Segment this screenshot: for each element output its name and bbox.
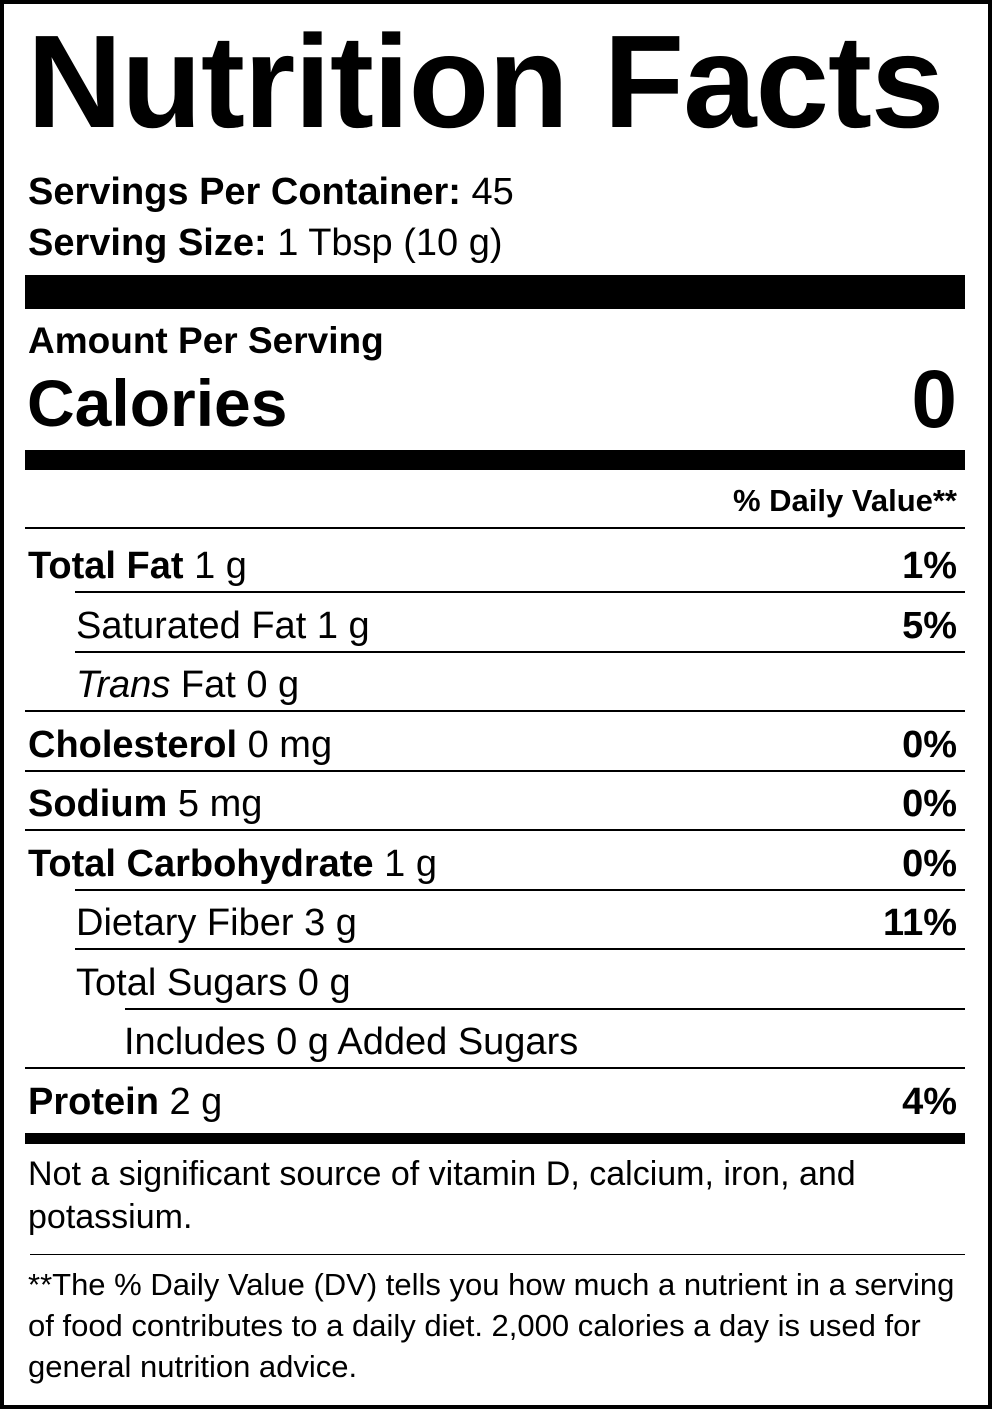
nutrient-amount: 1 g	[316, 604, 370, 647]
nutrient-name: Total Fat	[28, 545, 184, 587]
nutrient-amount: 3 g	[304, 902, 357, 944]
nutrient-label: Cholesterol 0 mg	[28, 724, 332, 767]
label-title: Nutrition Facts	[27, 8, 944, 155]
divider	[25, 527, 965, 529]
nutrient-italic-prefix: Trans	[76, 664, 171, 706]
nutrient-label: Total Fat 1 g	[28, 545, 247, 588]
nutrient-daily-value: 1%	[902, 545, 957, 587]
nutrient-name: Dietary Fiber	[76, 902, 294, 944]
nutrient-daily-value: 0%	[902, 723, 957, 766]
nutrient-amount: 1 g	[384, 842, 437, 885]
thick-divider	[25, 450, 965, 470]
nutrient-name: Includes 0 g Added Sugars	[124, 1021, 579, 1063]
nutrient-name: Sodium	[28, 783, 168, 825]
not-significant-note: Not a significant source of vitamin D, c…	[28, 1155, 856, 1236]
nutrient-daily-value: 5%	[902, 604, 957, 647]
nutrient-name: Total Sugars	[76, 961, 288, 1004]
nutrient-name: Protein	[28, 1080, 159, 1123]
nutrient-amount: 2 g	[169, 1080, 223, 1123]
nutrient-label: Sodium 5 mg	[28, 783, 262, 826]
daily-value-footnote: **The % Daily Value (DV) tells you how m…	[28, 1267, 955, 1384]
serving-size: Serving Size: 1 Tbsp (10 g)	[28, 224, 503, 262]
nutrient-name: Total Carbohydrate	[28, 842, 374, 885]
calories-value: 0	[911, 354, 957, 445]
calories-label: Calories	[27, 366, 288, 440]
nutrient-name: Saturated Fat	[76, 604, 307, 647]
nutrient-amount: 0 mg	[247, 723, 333, 766]
nutrient-label: Saturated Fat 1 g	[76, 605, 370, 648]
servings-per-container: Servings Per Container: 45	[28, 173, 514, 211]
divider	[75, 650, 965, 653]
nutrient-row: Total Fat 1 g 1%	[0, 533, 992, 592]
amount-per-serving: Amount Per Serving	[28, 320, 384, 361]
nutrient-row: Cholesterol 0 mg 0%	[0, 712, 992, 771]
servings-value: 45	[471, 171, 514, 213]
divider	[25, 1067, 965, 1069]
nutrient-row: Saturated Fat 1 g 5%	[0, 593, 992, 652]
thick-divider	[25, 1133, 965, 1144]
nutrient-name: Cholesterol	[28, 723, 238, 766]
nutrient-amount: 1 g	[194, 545, 247, 587]
nutrient-daily-value: 0%	[902, 783, 957, 825]
nutrient-row: Sodium 5 mg 0%	[0, 771, 992, 830]
nutrient-label: Dietary Fiber 3 g	[76, 902, 357, 945]
nutrient-daily-value: 11%	[883, 902, 957, 944]
daily-value-header: % Daily Value**	[732, 483, 957, 518]
nutrient-row: Total Carbohydrate 1 g 0%	[0, 831, 992, 890]
nutrient-label: Protein 2 g	[28, 1081, 222, 1124]
nutrient-label: Trans Fat 0 g	[76, 664, 299, 707]
divider	[75, 948, 965, 950]
servings-label: Servings Per Container:	[28, 171, 461, 213]
nutrient-label: Includes 0 g Added Sugars	[124, 1021, 578, 1064]
nutrient-name: Fat	[180, 664, 236, 706]
serving-size-label: Serving Size:	[28, 222, 267, 264]
nutrient-label: Total Sugars 0 g	[76, 962, 351, 1005]
nutrient-label: Total Carbohydrate 1 g	[28, 843, 437, 886]
nutrient-amount: 0 g	[297, 961, 351, 1004]
nutrient-row: Total Sugars 0 g	[0, 950, 992, 1009]
divider	[125, 1007, 965, 1010]
nutrient-row: Protein 2 g 4%	[0, 1069, 992, 1128]
divider	[75, 591, 965, 593]
nutrient-daily-value: 4%	[902, 1080, 957, 1123]
thick-divider	[25, 275, 965, 309]
nutrient-daily-value: 0%	[902, 842, 957, 885]
divider	[25, 829, 965, 831]
serving-size-value: 1 Tbsp (10 g)	[277, 222, 503, 264]
nutrient-row: Includes 0 g Added Sugars	[0, 1009, 992, 1068]
divider	[25, 710, 965, 712]
divider	[25, 769, 965, 772]
nutrient-row: Dietary Fiber 3 g 11%	[0, 890, 992, 949]
divider	[30, 1254, 965, 1255]
divider	[75, 888, 965, 891]
nutrient-row: Trans Fat 0 g	[0, 652, 992, 711]
nutrient-amount: 5 mg	[177, 783, 263, 825]
nutrient-amount: 0 g	[246, 664, 300, 706]
